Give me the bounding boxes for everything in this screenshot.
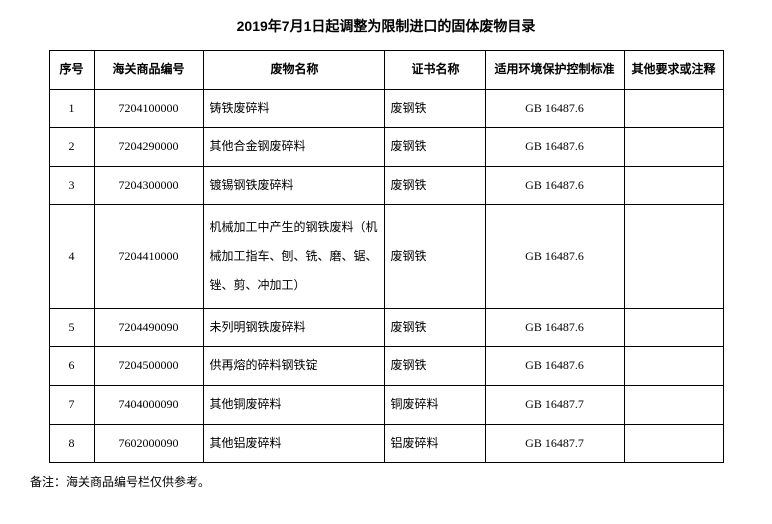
cell-seq: 1: [49, 89, 94, 128]
col-cert: 证书名称: [384, 51, 485, 90]
table-row: 2 7204290000 其他合金钢废碎料 废钢铁 GB 16487.6: [49, 128, 723, 167]
cell-note: [624, 128, 723, 167]
cell-seq: 7: [49, 385, 94, 424]
cell-name: 铸铁废碎料: [203, 89, 384, 128]
cell-name: 其他铜废碎料: [203, 385, 384, 424]
catalog-table: 序号 海关商品编号 废物名称 证书名称 适用环境保护控制标准 其他要求或注释 1…: [49, 50, 724, 463]
cell-name: 其他合金钢废碎料: [203, 128, 384, 167]
col-std: 适用环境保护控制标准: [485, 51, 624, 90]
cell-cert: 废钢铁: [384, 205, 485, 308]
cell-note: [624, 89, 723, 128]
cell-note: [624, 424, 723, 463]
col-note: 其他要求或注释: [624, 51, 723, 90]
table-row: 4 7204410000 机械加工中产生的钢铁废料（机械加工指车、刨、铣、磨、锯…: [49, 205, 723, 308]
cell-cert: 铝废碎料: [384, 424, 485, 463]
cell-code: 7404000090: [94, 385, 203, 424]
cell-note: [624, 205, 723, 308]
cell-name: 镀锡钢铁废碎料: [203, 166, 384, 205]
table-body: 1 7204100000 铸铁废碎料 废钢铁 GB 16487.6 2 7204…: [49, 89, 723, 463]
cell-std: GB 16487.6: [485, 128, 624, 167]
cell-code: 7204410000: [94, 205, 203, 308]
table-row: 5 7204490090 未列明钢铁废碎料 废钢铁 GB 16487.6: [49, 308, 723, 347]
cell-name: 其他铝废碎料: [203, 424, 384, 463]
cell-seq: 6: [49, 347, 94, 386]
col-seq: 序号: [49, 51, 94, 90]
table-row: 7 7404000090 其他铜废碎料 铜废碎料 GB 16487.7: [49, 385, 723, 424]
cell-code: 7204490090: [94, 308, 203, 347]
cell-cert: 废钢铁: [384, 347, 485, 386]
cell-seq: 2: [49, 128, 94, 167]
cell-std: GB 16487.6: [485, 347, 624, 386]
footnote: 备注：海关商品编号栏仅供参考。: [30, 473, 742, 490]
page-title: 2019年7月1日起调整为限制进口的固体废物目录: [30, 16, 742, 36]
cell-note: [624, 308, 723, 347]
cell-cert: 废钢铁: [384, 308, 485, 347]
cell-code: 7602000090: [94, 424, 203, 463]
cell-std: GB 16487.6: [485, 205, 624, 308]
cell-note: [624, 347, 723, 386]
cell-note: [624, 385, 723, 424]
cell-seq: 3: [49, 166, 94, 205]
cell-code: 7204290000: [94, 128, 203, 167]
cell-code: 7204100000: [94, 89, 203, 128]
cell-code: 7204500000: [94, 347, 203, 386]
col-code: 海关商品编号: [94, 51, 203, 90]
cell-cert: 废钢铁: [384, 166, 485, 205]
cell-name: 机械加工中产生的钢铁废料（机械加工指车、刨、铣、磨、锯、锉、剪、冲加工）: [203, 205, 384, 308]
cell-note: [624, 166, 723, 205]
col-name: 废物名称: [203, 51, 384, 90]
table-row: 6 7204500000 供再熔的碎料钢铁锭 废钢铁 GB 16487.6: [49, 347, 723, 386]
cell-code: 7204300000: [94, 166, 203, 205]
table-row: 1 7204100000 铸铁废碎料 废钢铁 GB 16487.6: [49, 89, 723, 128]
cell-name: 供再熔的碎料钢铁锭: [203, 347, 384, 386]
cell-cert: 废钢铁: [384, 89, 485, 128]
table-row: 8 7602000090 其他铝废碎料 铝废碎料 GB 16487.7: [49, 424, 723, 463]
cell-std: GB 16487.6: [485, 166, 624, 205]
table-header-row: 序号 海关商品编号 废物名称 证书名称 适用环境保护控制标准 其他要求或注释: [49, 51, 723, 90]
cell-seq: 4: [49, 205, 94, 308]
cell-std: GB 16487.6: [485, 308, 624, 347]
cell-std: GB 16487.6: [485, 89, 624, 128]
cell-seq: 5: [49, 308, 94, 347]
table-row: 3 7204300000 镀锡钢铁废碎料 废钢铁 GB 16487.6: [49, 166, 723, 205]
cell-std: GB 16487.7: [485, 385, 624, 424]
cell-cert: 废钢铁: [384, 128, 485, 167]
cell-cert: 铜废碎料: [384, 385, 485, 424]
cell-std: GB 16487.7: [485, 424, 624, 463]
cell-name: 未列明钢铁废碎料: [203, 308, 384, 347]
cell-seq: 8: [49, 424, 94, 463]
